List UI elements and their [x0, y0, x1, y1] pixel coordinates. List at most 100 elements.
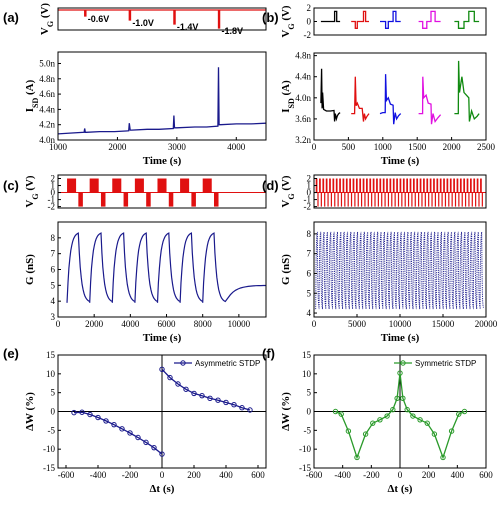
- pulse-bar-positive: [366, 178, 368, 193]
- series-line: [351, 10, 369, 29]
- data-point: [377, 417, 383, 423]
- y-tick-label: 4.4n: [295, 72, 311, 82]
- panel-label: (a): [3, 10, 19, 25]
- series-line: [380, 10, 401, 29]
- pulse-bar-negative: [381, 192, 383, 207]
- y-tick-label: 4.2n: [39, 120, 55, 130]
- pulse-bar-negative: [464, 192, 467, 207]
- pulse-bar-negative: [360, 192, 363, 207]
- y-tick-label: -1: [304, 195, 312, 205]
- subplot-d-0: 210-1-2 VG (V): [280, 174, 487, 212]
- plot-area: [315, 231, 484, 310]
- pulse-bar-negative: [458, 192, 460, 207]
- pulse-bar-negative: [481, 192, 483, 207]
- plot-area: [66, 232, 266, 303]
- pulse-bar-negative: [431, 192, 433, 207]
- y-tick-label: -2: [304, 202, 312, 212]
- series-line: [335, 373, 465, 460]
- x-tick-label: 4000: [121, 319, 140, 329]
- pulse-bar-negative: [461, 192, 463, 207]
- pulse-bar-positive: [459, 178, 462, 193]
- pulse-bar-positive: [67, 178, 77, 193]
- plot-area: [320, 10, 480, 29]
- pulse-bar-positive: [355, 178, 358, 193]
- panel-b: (b) -2 0 2 VG (V) 3.2n 3.6n 4.0n 4.4n 4.8n 0 500 100…: [262, 3, 496, 167]
- data-point: [79, 409, 85, 415]
- y-tick-label: 5: [307, 288, 312, 298]
- pulse-bar-negative: [123, 192, 129, 207]
- data-point: [431, 431, 438, 437]
- plot-area: [320, 60, 480, 125]
- y-tick-label: -5: [48, 425, 56, 435]
- y-tick-label: 0: [307, 17, 312, 27]
- x-tick-label: 10000: [228, 319, 251, 329]
- pulse-bar-positive: [325, 178, 328, 193]
- x-tick-label: -200: [122, 470, 139, 480]
- data-point: [119, 426, 125, 432]
- pulse-bar-negative: [357, 192, 359, 207]
- pulse-bar-positive: [433, 178, 435, 193]
- pulse-bar-positive: [480, 178, 482, 193]
- pulse-bar-positive: [476, 178, 479, 193]
- pulse-bar-positive: [436, 178, 439, 193]
- x-tick-label: -400: [90, 470, 107, 480]
- y-tick-label: 5: [51, 280, 56, 290]
- pulse-bar-positive: [419, 178, 422, 193]
- x-tick-label: -600: [306, 470, 323, 480]
- plot-area: [314, 355, 486, 468]
- pulse-bar-positive: [345, 178, 348, 193]
- pulse-bar-positive: [453, 178, 455, 193]
- pulse-bar-negative: [454, 192, 457, 207]
- panel-a: (a) VG (V) -0.6V -1.0V -1.4V -1.8V 4.0n 4.2n 4.4…: [3, 3, 267, 167]
- pulse-bar-positive: [470, 178, 472, 193]
- y-tick-label: 0: [307, 188, 312, 198]
- pulse-bar-negative: [414, 192, 416, 207]
- pulse-bar-positive: [426, 178, 429, 193]
- pulse-bar-negative: [471, 192, 473, 207]
- y-axis-label: ISD (A): [24, 79, 40, 112]
- y-tick-label: 15: [302, 350, 312, 360]
- data-point: [345, 428, 352, 434]
- pulse-amplitude-annotation: -1.4V: [177, 22, 199, 32]
- pulse-bar-positive: [112, 178, 122, 193]
- pulse-bar-positive: [89, 178, 99, 193]
- y-axis-label: VG (V): [280, 175, 296, 208]
- pulse-bar-positive: [412, 178, 415, 193]
- pulse-bar-negative: [337, 192, 339, 207]
- pulse-bar-positive: [399, 178, 402, 193]
- x-tick-label: 400: [451, 470, 465, 480]
- pulse-bar-negative: [451, 192, 453, 207]
- y-tick-label: 4: [307, 308, 312, 318]
- subplot-a-1: 4.0n 4.2n 4.4n 4.6n 4.8n 5.0n 1000 2000 3000 4000…: [24, 51, 267, 167]
- pulse-bar-negative: [371, 192, 373, 207]
- x-tick-label: 2000: [108, 142, 127, 152]
- subplot-b-1: 3.2n 3.6n 4.0n 4.4n 4.8n 0 500 1000 1500 2000 2500…: [280, 51, 496, 167]
- y-axis-label: ΔW (%): [280, 392, 292, 431]
- x-tick-label: -600: [58, 470, 75, 480]
- y-tick-label: 6: [51, 265, 56, 275]
- legend: Asymmetric STDP: [174, 359, 260, 368]
- data-point: [191, 390, 197, 397]
- data-point: [71, 409, 77, 416]
- pulse-bar-negative: [387, 192, 390, 207]
- pulse-bar-positive: [372, 178, 375, 193]
- pulse-bar-positive: [439, 178, 442, 193]
- data-point: [394, 395, 400, 402]
- x-tick-label: 1000: [49, 142, 68, 152]
- pulse-bar-negative: [411, 192, 413, 207]
- panel-label: (b): [262, 10, 279, 25]
- pulse-bar-positive: [335, 178, 338, 193]
- pulse-bar-positive: [389, 178, 392, 193]
- data-point: [424, 420, 430, 426]
- pulse-bar-positive: [449, 178, 452, 193]
- data-point: [151, 444, 157, 451]
- pulse-bar-positive: [446, 178, 449, 193]
- pulse-bar-positive: [157, 178, 167, 193]
- y-axis-label: G (nS): [280, 254, 292, 285]
- pulse-bar-negative: [394, 192, 396, 207]
- pulse-bar-negative: [350, 192, 353, 207]
- y-tick-label: 0: [51, 188, 56, 198]
- axes-frame: [57, 7, 267, 31]
- x-tick-label: 400: [219, 470, 233, 480]
